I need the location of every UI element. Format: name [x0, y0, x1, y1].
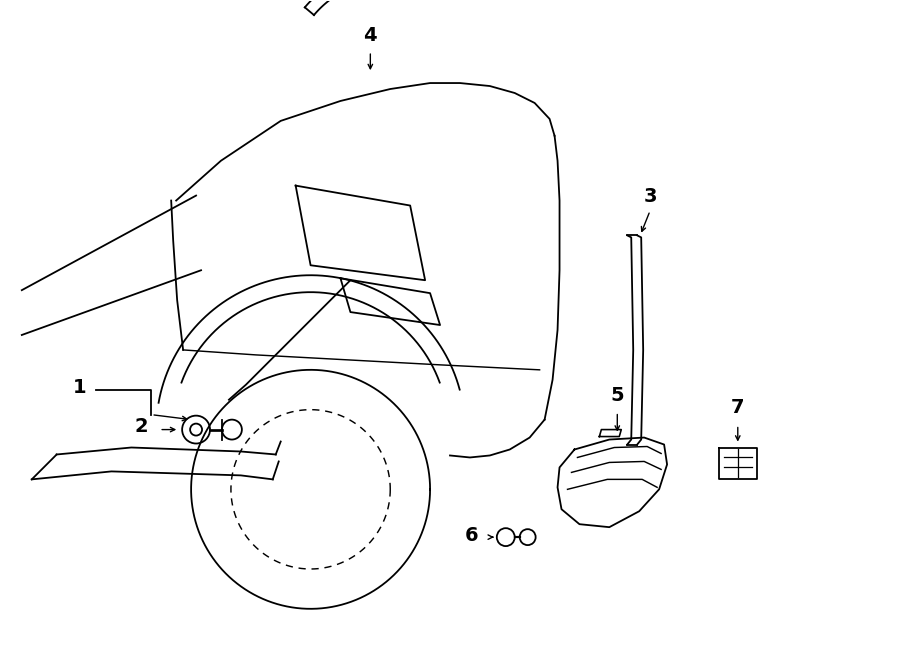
Text: 7: 7 — [731, 398, 744, 417]
Text: 2: 2 — [134, 417, 148, 436]
Text: 6: 6 — [465, 525, 479, 545]
Text: 3: 3 — [644, 187, 657, 206]
Text: 1: 1 — [73, 378, 86, 397]
Text: 4: 4 — [364, 26, 377, 45]
Text: 5: 5 — [610, 386, 624, 405]
